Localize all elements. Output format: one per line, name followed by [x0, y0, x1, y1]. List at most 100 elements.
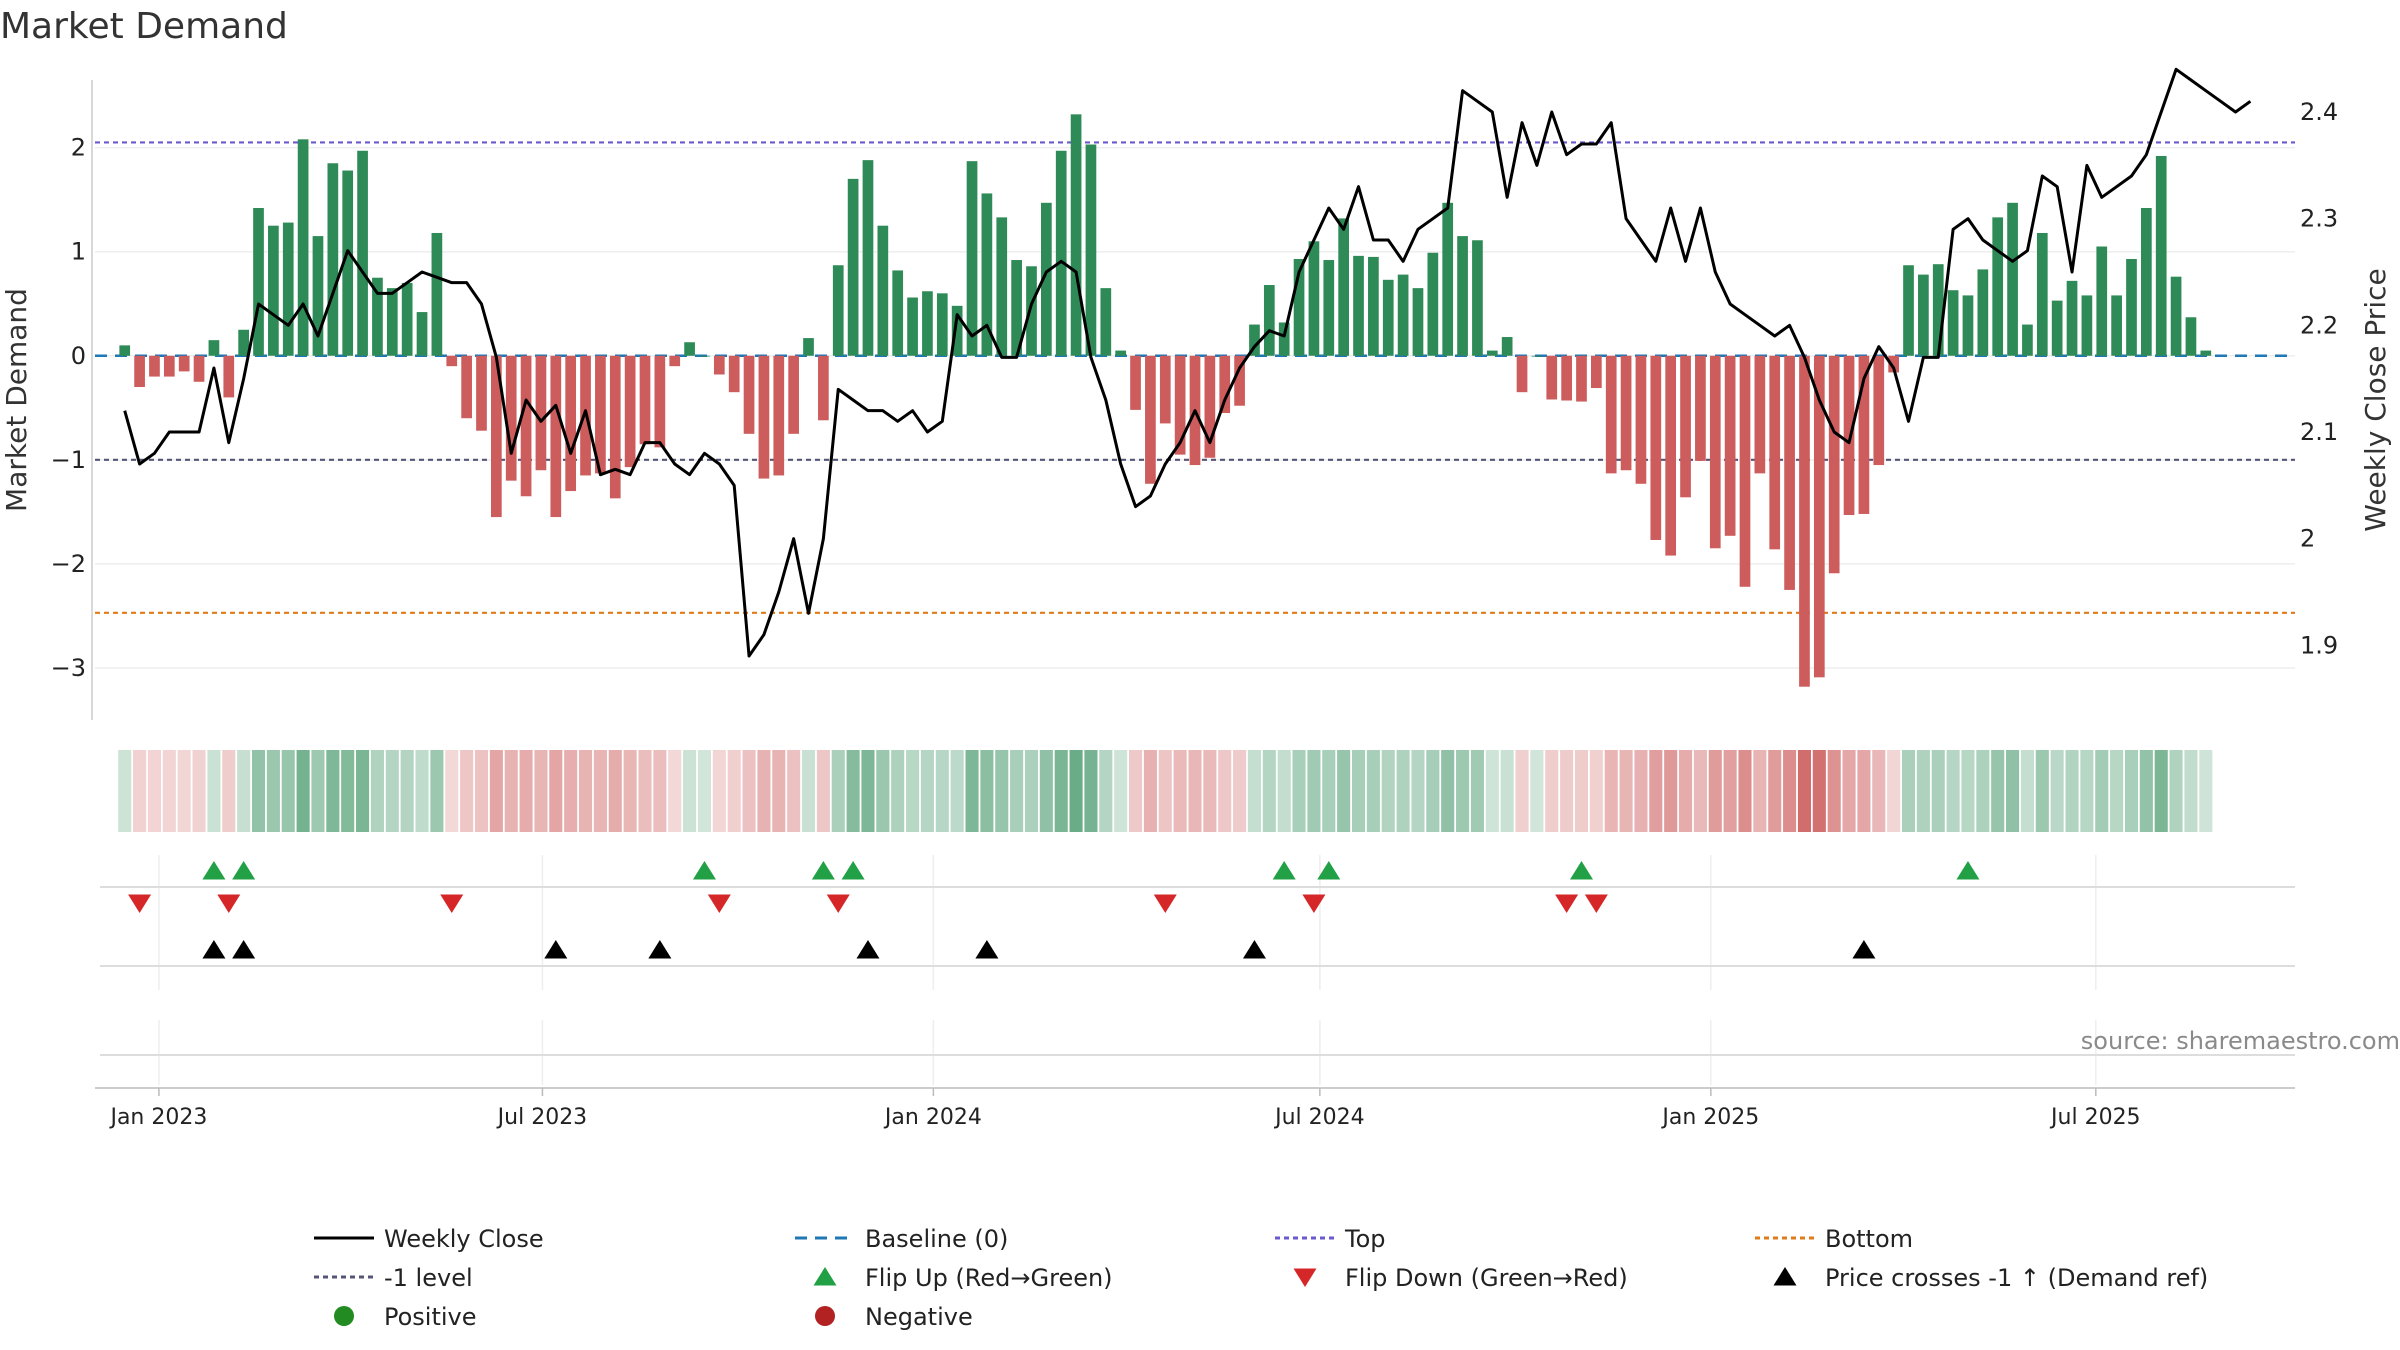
- flip-down-marker: [1555, 894, 1579, 913]
- chart-title: Market Demand: [0, 6, 288, 47]
- heat-cell: [1693, 750, 1707, 832]
- heat-cell: [2095, 750, 2109, 832]
- demand-bar: [936, 293, 948, 356]
- heat-cell: [712, 750, 726, 832]
- heat-cell: [683, 750, 697, 832]
- heat-cell: [281, 750, 295, 832]
- demand-bar: [1546, 355, 1558, 400]
- heat-cell: [266, 750, 280, 832]
- demand-bar: [550, 355, 562, 518]
- heat-cell: [2124, 750, 2139, 832]
- legend-item: Positive: [334, 1303, 477, 1331]
- legend-label: Top: [1344, 1225, 1386, 1253]
- demand-bar: [1962, 295, 1974, 356]
- heat-cell: [608, 750, 622, 832]
- heat-cell: [2199, 750, 2213, 832]
- heat-cell: [1812, 750, 1826, 832]
- y2-axis-title: Weekly Close Price: [2359, 268, 2392, 531]
- demand-bar: [1918, 274, 1929, 356]
- heat-cell: [504, 750, 518, 832]
- legend-item: Bottom: [1755, 1225, 1913, 1253]
- heat-cell: [1634, 750, 1648, 832]
- demand-bar: [401, 282, 413, 356]
- demand-bar: [282, 222, 294, 356]
- demand-bar: [268, 225, 279, 356]
- legend-label: Baseline (0): [865, 1225, 1008, 1253]
- demand-bar: [1338, 218, 1349, 356]
- heat-cell: [861, 750, 875, 832]
- flip-down-marker: [826, 894, 850, 913]
- heat-cell: [311, 750, 325, 832]
- heat-cell: [1664, 750, 1678, 832]
- cross-marker: [1242, 940, 1266, 959]
- cross-marker: [856, 940, 880, 959]
- demand-bar: [178, 355, 190, 372]
- heat-cell: [950, 750, 964, 832]
- legend-label: Negative: [865, 1303, 973, 1331]
- cross-marker: [232, 940, 256, 959]
- heat-cell: [1188, 750, 1202, 832]
- demand-bar: [476, 355, 487, 431]
- legend-swatch-triangle-up: [1773, 1267, 1797, 1286]
- heat-cell: [1277, 750, 1291, 832]
- flip-up-marker: [1317, 861, 1341, 880]
- heat-cell: [1262, 750, 1276, 832]
- heat-cell: [1456, 750, 1470, 832]
- heat-cell: [251, 750, 266, 832]
- legend-label: Flip Up (Red→Green): [865, 1264, 1113, 1292]
- demand-bar: [1457, 236, 1468, 356]
- demand-bar: [1204, 355, 1216, 458]
- heat-cell: [549, 750, 563, 832]
- heat-cell: [1129, 750, 1143, 832]
- heat-cell: [147, 750, 161, 832]
- demand-bar: [372, 277, 383, 356]
- heat-cell: [772, 750, 786, 832]
- heat-cell: [1485, 750, 1499, 832]
- x-tick-label: Jul 2023: [496, 1105, 588, 1130]
- demand-bar: [1368, 256, 1379, 356]
- flip-down-marker: [707, 894, 731, 913]
- x-tick-label: Jan 2024: [883, 1105, 982, 1130]
- heat-cell: [1931, 750, 1945, 832]
- legend: Weekly Close Baseline (0) Top Bottom -1 leve…: [314, 1225, 2208, 1331]
- demand-bar: [654, 355, 666, 448]
- heat-cell: [222, 750, 236, 832]
- demand-bar: [2170, 276, 2182, 356]
- heat-cell: [1411, 750, 1425, 832]
- heat-cell: [1515, 750, 1529, 832]
- y-tick-label: −2: [51, 550, 86, 578]
- heat-cell: [534, 750, 548, 832]
- y-tick-label: 0: [71, 342, 86, 370]
- demand-bar: [1828, 355, 1840, 574]
- demand-bar: [134, 355, 145, 387]
- demand-bar: [193, 355, 205, 382]
- demand-bars: [119, 114, 2212, 687]
- flip-up-marker: [232, 861, 256, 880]
- heat-cell: [474, 750, 489, 832]
- demand-bar: [565, 355, 577, 492]
- y-tick-label: 1: [71, 238, 86, 266]
- x-tick-label: Jan 2025: [1660, 1105, 1759, 1130]
- source-credit: source: sharemaestro.com: [2081, 1027, 2400, 1055]
- demand-bar: [624, 355, 636, 468]
- demand-bar: [981, 193, 993, 356]
- heat-cell: [1158, 750, 1172, 832]
- demand-bar: [2051, 300, 2063, 356]
- heat-cell: [846, 750, 860, 832]
- heat-cell: [341, 750, 355, 832]
- flip-up-marker: [202, 861, 226, 880]
- heat-cell: [1307, 750, 1321, 832]
- heat-cell: [445, 750, 459, 832]
- demand-bar: [713, 355, 725, 375]
- heat-cell: [1233, 750, 1247, 832]
- legend-item: Flip Down (Green→Red): [1293, 1264, 1628, 1292]
- legend-swatch-dot: [334, 1306, 354, 1326]
- demand-bar: [1308, 241, 1320, 356]
- heat-cell: [489, 750, 503, 832]
- demand-bar: [818, 355, 829, 421]
- heat-cell: [2020, 750, 2034, 832]
- flip-down-marker: [1153, 894, 1177, 913]
- demand-bar: [461, 355, 472, 419]
- heat-cell: [801, 750, 816, 832]
- demand-bar: [2200, 350, 2212, 356]
